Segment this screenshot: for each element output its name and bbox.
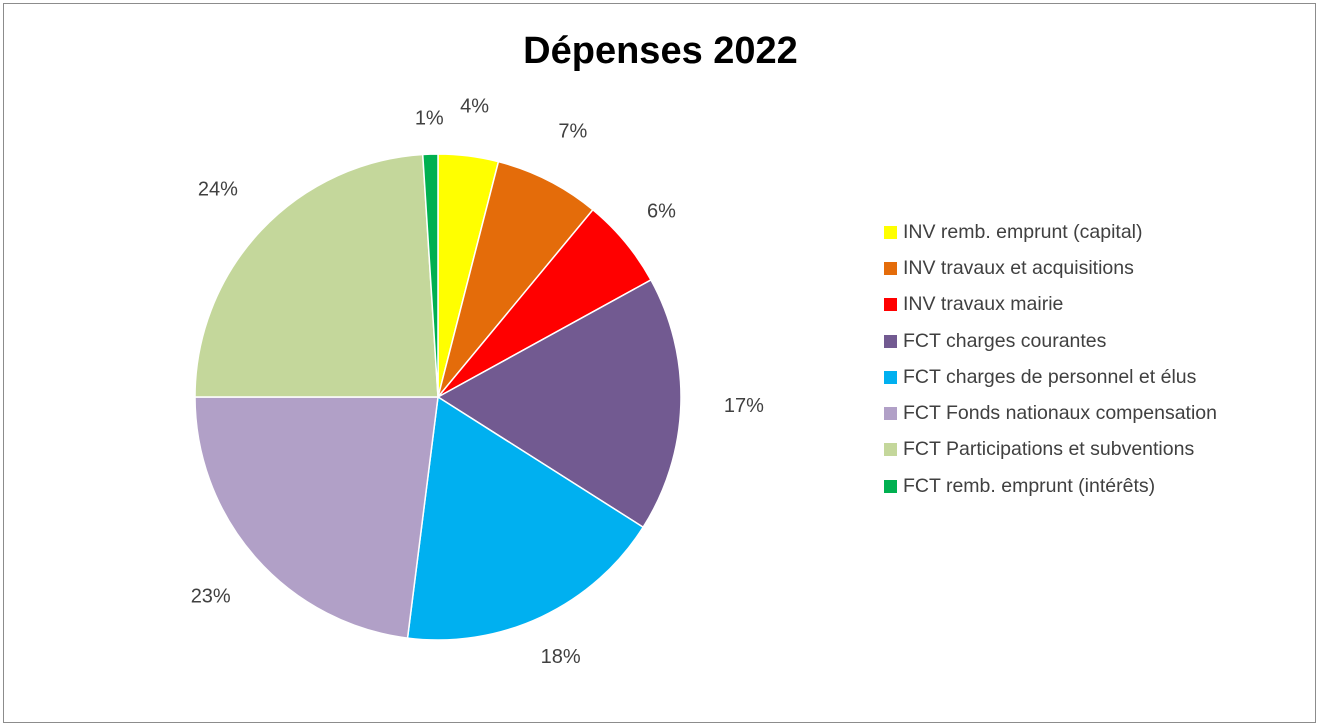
legend-swatch: [884, 225, 897, 239]
legend-item: FCT remb. emprunt (intérêts): [884, 468, 1217, 504]
legend-swatch: [884, 261, 897, 275]
legend-swatch: [884, 370, 897, 384]
legend-swatch: [884, 479, 897, 493]
slice-percent-label: 6%: [647, 200, 676, 222]
legend-item: INV travaux et acquisitions: [884, 250, 1217, 286]
legend-label: FCT Fonds nationaux compensation: [903, 402, 1217, 425]
pie-slice: [194, 153, 439, 398]
slice-percent-label: 4%: [460, 96, 489, 118]
legend-label: FCT Participations et subventions: [903, 438, 1195, 461]
legend-swatch: [884, 298, 897, 312]
slice-percent-label: 7%: [558, 121, 587, 143]
pie-slices: [194, 153, 682, 641]
legend-item: FCT Participations et subventions: [884, 432, 1217, 468]
pie-slice: [406, 395, 645, 641]
legend-label: INV travaux et acquisitions: [903, 256, 1134, 279]
legend-label: INV remb. emprunt (capital): [903, 220, 1143, 243]
slice-percent-label: 18%: [541, 646, 581, 668]
chart-title: Dépenses 2022: [523, 30, 798, 72]
legend-swatch: [884, 334, 897, 348]
pie-slice: [437, 160, 594, 398]
slice-percent-label: 24%: [198, 179, 238, 201]
pie-labels: 4% 7% 6% 17% 18% 23% 24% 1%: [191, 96, 764, 668]
legend-item: FCT Fonds nationaux compensation: [884, 395, 1217, 431]
pie-slice: [436, 278, 682, 529]
legend-label: FCT remb. emprunt (intérêts): [903, 474, 1156, 497]
legend-label: FCT charges de personnel et élus: [903, 365, 1197, 388]
legend-item: FCT charges courantes: [884, 323, 1217, 359]
pie-chart: 4% 7% 6% 17% 18% 23% 24% 1%: [191, 96, 764, 668]
slice-percent-label: 23%: [191, 586, 231, 608]
slice-percent-label: 17%: [724, 395, 764, 417]
legend-swatch: [884, 443, 897, 457]
legend-item: INV remb. emprunt (capital): [884, 214, 1217, 250]
pie-slice: [421, 153, 439, 398]
legend: INV remb. emprunt (capital) INV travaux e…: [884, 214, 1217, 504]
legend-label: INV travaux mairie: [903, 293, 1064, 316]
legend-item: FCT charges de personnel et élus: [884, 359, 1217, 395]
slice-percent-label: 1%: [415, 107, 444, 129]
pie-slice: [194, 396, 439, 639]
legend-item: INV travaux mairie: [884, 287, 1217, 323]
legend-swatch: [884, 407, 897, 421]
legend-label: FCT charges courantes: [903, 329, 1107, 352]
